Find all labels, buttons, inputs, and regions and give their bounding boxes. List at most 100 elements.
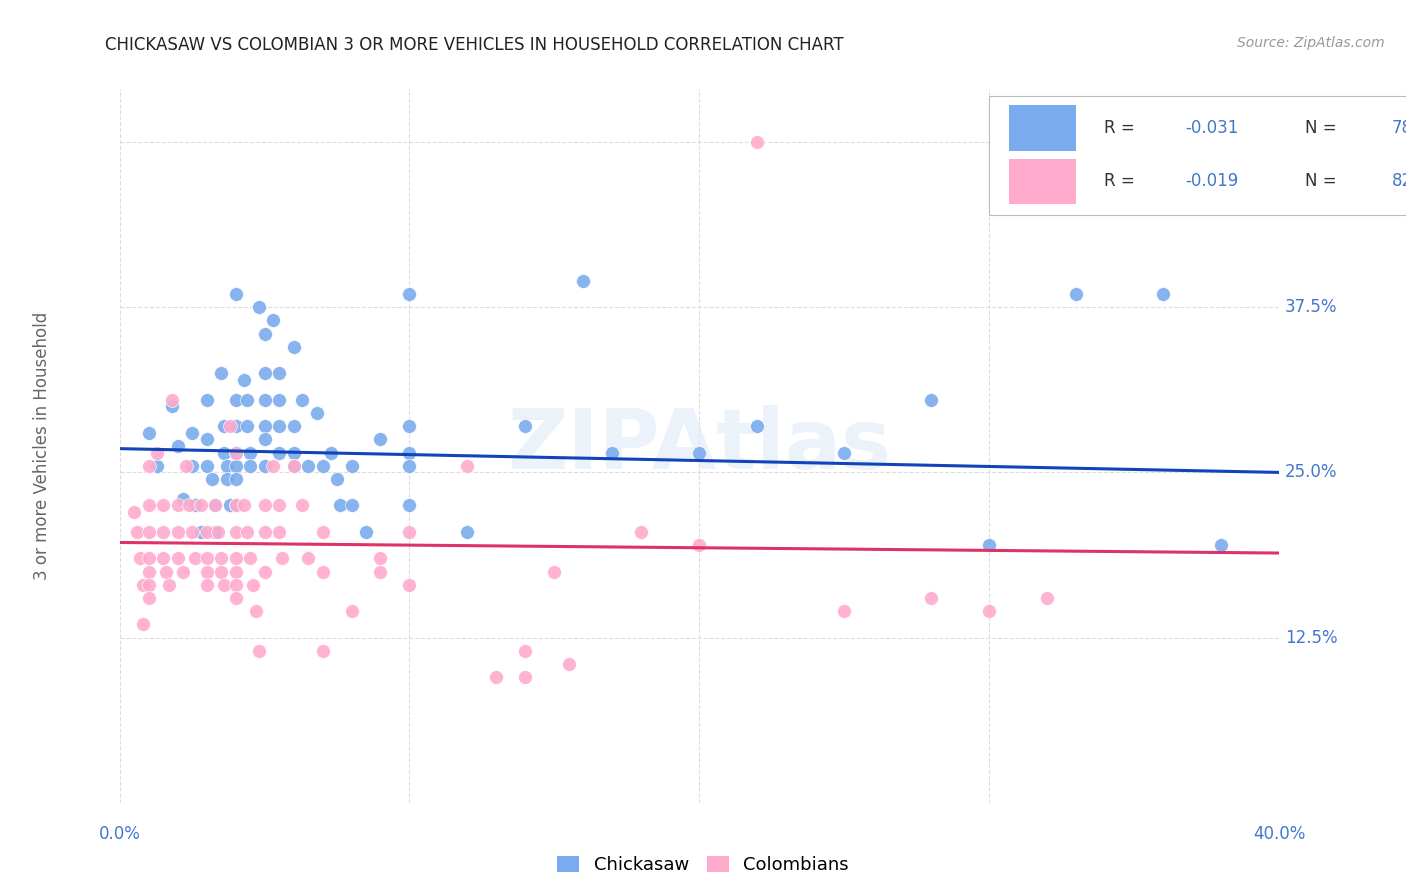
Point	[212, 419, 235, 434]
Point	[138, 565, 160, 579]
Point	[195, 578, 218, 592]
Point	[1036, 591, 1059, 605]
Point	[195, 565, 218, 579]
Point	[155, 565, 177, 579]
Point	[225, 591, 247, 605]
Point	[122, 505, 145, 519]
Point	[253, 524, 276, 539]
Point	[253, 326, 276, 341]
Point	[253, 419, 276, 434]
Text: 3 or more Vehicles in Household: 3 or more Vehicles in Household	[34, 312, 51, 580]
Point	[209, 551, 232, 566]
Point	[398, 419, 420, 434]
Point	[236, 524, 259, 539]
Point	[174, 458, 197, 473]
Point	[370, 551, 392, 566]
Text: CHICKASAW VS COLOMBIAN 3 OR MORE VEHICLES IN HOUSEHOLD CORRELATION CHART: CHICKASAW VS COLOMBIAN 3 OR MORE VEHICLE…	[105, 36, 844, 54]
Point	[225, 392, 247, 407]
Point	[688, 445, 710, 459]
Point	[152, 499, 174, 513]
Point	[177, 499, 201, 513]
Point	[236, 392, 259, 407]
Text: 12.5%: 12.5%	[1285, 629, 1337, 647]
Point	[311, 458, 333, 473]
Point	[138, 425, 160, 440]
Point	[236, 419, 259, 434]
Point	[297, 551, 319, 566]
Point	[283, 458, 305, 473]
Point	[311, 644, 333, 658]
Point	[204, 499, 226, 513]
Point	[195, 458, 218, 473]
Text: 40.0%: 40.0%	[1253, 825, 1306, 843]
Text: 50.0%: 50.0%	[1285, 133, 1337, 151]
Point	[456, 524, 478, 539]
Point	[166, 439, 188, 453]
Point	[128, 551, 150, 566]
Point	[225, 551, 247, 566]
Point	[253, 367, 276, 381]
Point	[190, 524, 212, 539]
Point	[125, 524, 148, 539]
Point	[138, 499, 160, 513]
Point	[138, 578, 160, 592]
Point	[267, 392, 290, 407]
Point	[1066, 287, 1088, 301]
Text: 25.0%: 25.0%	[1285, 464, 1337, 482]
Point	[172, 565, 194, 579]
Point	[1211, 538, 1233, 552]
Point	[558, 657, 581, 671]
Point	[398, 524, 420, 539]
Text: -0.019: -0.019	[1185, 172, 1239, 190]
Point	[326, 472, 349, 486]
Point	[225, 524, 247, 539]
Point	[283, 458, 305, 473]
Point	[321, 445, 343, 459]
Point	[515, 670, 537, 684]
Point	[181, 524, 204, 539]
Point	[245, 604, 267, 618]
Point	[297, 458, 319, 473]
Text: 0.0%: 0.0%	[98, 825, 141, 843]
Point	[184, 499, 207, 513]
Point	[184, 551, 207, 566]
Point	[166, 551, 188, 566]
Point	[262, 313, 284, 327]
Point	[253, 565, 276, 579]
Point	[138, 591, 160, 605]
Point	[253, 499, 276, 513]
Point	[920, 392, 942, 407]
Point	[515, 644, 537, 658]
Point	[225, 445, 247, 459]
Point	[195, 551, 218, 566]
Point	[152, 551, 174, 566]
Point	[225, 472, 247, 486]
Point	[267, 367, 290, 381]
Point	[138, 458, 160, 473]
Point	[160, 400, 183, 414]
Point	[834, 445, 856, 459]
Point	[267, 524, 290, 539]
Point	[132, 578, 155, 592]
Point	[340, 499, 363, 513]
Point	[218, 499, 240, 513]
Point	[262, 458, 284, 473]
Point	[1152, 287, 1174, 301]
Point	[212, 578, 235, 592]
Point	[398, 445, 420, 459]
Point	[166, 524, 188, 539]
Point	[225, 287, 247, 301]
Text: N =: N =	[1305, 172, 1343, 190]
Point	[253, 392, 276, 407]
Point	[283, 445, 305, 459]
Point	[267, 445, 290, 459]
Point	[138, 524, 160, 539]
Point	[247, 644, 270, 658]
Point	[172, 491, 194, 506]
Point	[225, 445, 247, 459]
Point	[225, 578, 247, 592]
Point	[239, 551, 262, 566]
Point	[247, 300, 270, 314]
Point	[225, 499, 247, 513]
Text: R =: R =	[1104, 119, 1140, 136]
